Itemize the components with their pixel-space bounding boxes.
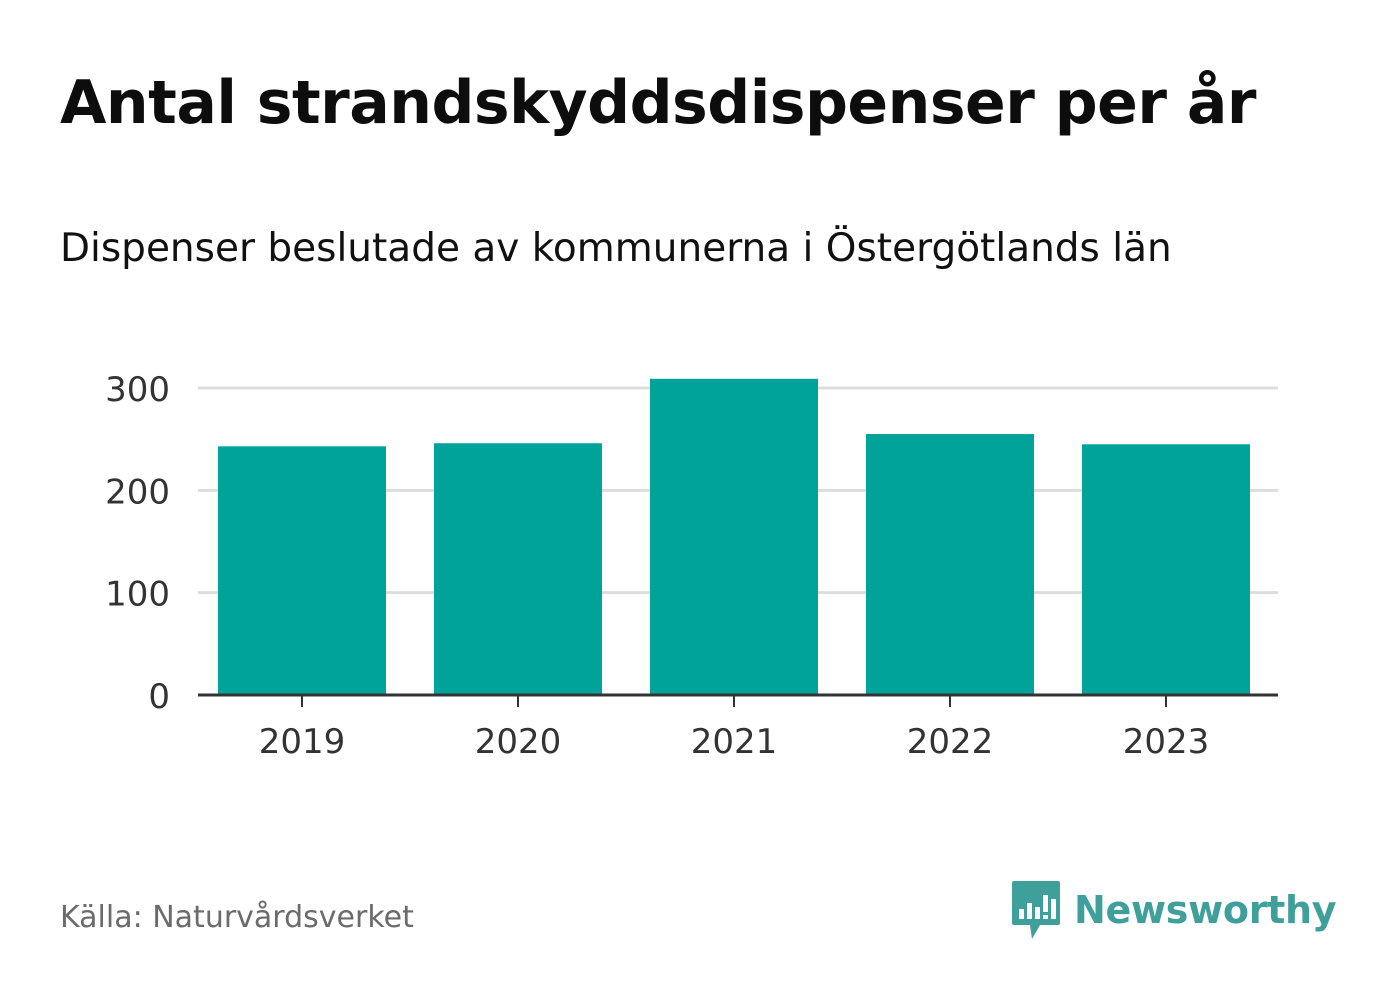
- axes: 0 100 200 300 2019 2020 2021 2022 2023: [105, 370, 1278, 762]
- bars: [218, 378, 1250, 695]
- x-tick-label: 2020: [475, 722, 562, 762]
- x-tick-label: 2019: [259, 722, 346, 762]
- x-tick-label: 2021: [691, 722, 778, 762]
- chart-subtitle: Dispenser beslutade av kommunerna i Öste…: [60, 226, 1172, 271]
- y-tick-label: 300: [105, 370, 170, 410]
- source-note: Källa: Naturvårdsverket: [60, 900, 414, 935]
- x-tick-label: 2023: [1123, 722, 1210, 762]
- brand-name: Newsworthy: [1074, 888, 1337, 932]
- y-tick-label: 200: [105, 472, 170, 512]
- chart-title: Antal strandskyddsdispenser per år: [60, 68, 1256, 138]
- bar-2021: [650, 378, 818, 695]
- bar-2019: [218, 446, 386, 695]
- bar-2022: [866, 434, 1034, 695]
- x-tick-label: 2022: [907, 722, 994, 762]
- bar-2023: [1082, 444, 1250, 695]
- brand-logo: Newsworthy: [1010, 878, 1337, 942]
- y-tick-label: 0: [148, 677, 170, 717]
- y-tick-label: 100: [105, 575, 170, 615]
- newsworthy-logo-icon: [1012, 881, 1060, 939]
- bar-2020: [434, 443, 602, 695]
